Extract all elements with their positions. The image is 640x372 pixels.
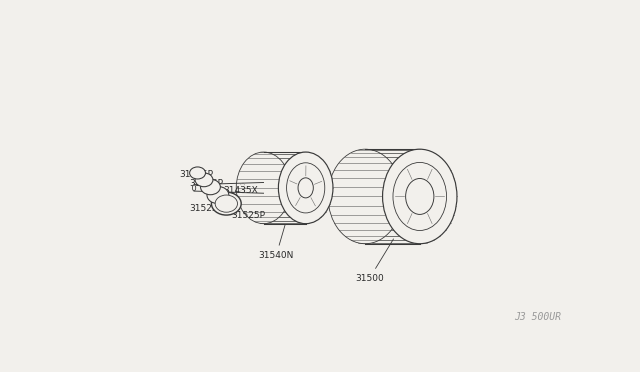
Text: 31525P: 31525P — [231, 206, 265, 219]
Text: 31540N: 31540N — [259, 225, 294, 260]
Ellipse shape — [193, 185, 196, 191]
Text: 31525P: 31525P — [189, 196, 223, 213]
Text: 31525P: 31525P — [179, 170, 213, 179]
Ellipse shape — [393, 163, 447, 231]
Ellipse shape — [211, 192, 241, 215]
Ellipse shape — [287, 163, 324, 213]
Ellipse shape — [189, 167, 205, 179]
Ellipse shape — [215, 195, 237, 212]
Ellipse shape — [383, 149, 457, 244]
Ellipse shape — [298, 178, 314, 198]
Text: 31435X: 31435X — [217, 186, 257, 195]
Text: J3 500UR: J3 500UR — [514, 312, 561, 323]
Ellipse shape — [406, 179, 434, 214]
Ellipse shape — [328, 149, 403, 244]
Ellipse shape — [195, 173, 213, 187]
Text: 31525P: 31525P — [189, 179, 223, 188]
Ellipse shape — [207, 186, 229, 203]
Ellipse shape — [200, 179, 220, 195]
Ellipse shape — [278, 152, 333, 224]
Text: 31500: 31500 — [355, 239, 394, 283]
Ellipse shape — [236, 152, 291, 224]
